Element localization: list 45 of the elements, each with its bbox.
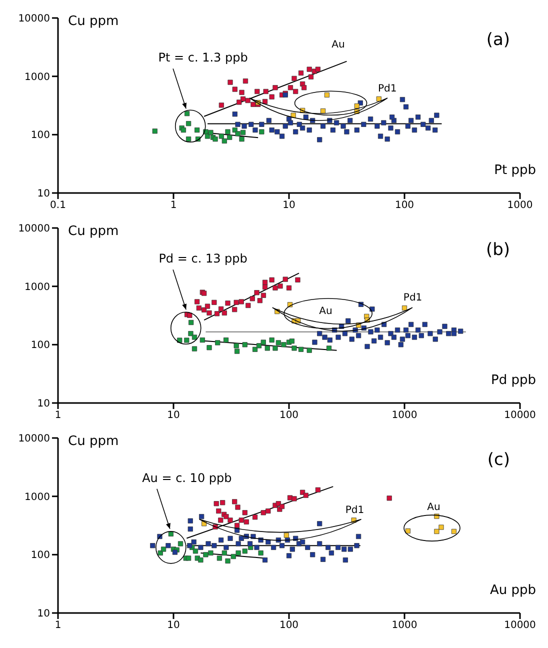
y-tick-label: 100	[30, 130, 50, 142]
y-axis-title: Cu ppm	[68, 224, 119, 239]
y-tick-label: 100	[30, 340, 50, 352]
x-tick-label: 100	[394, 200, 414, 212]
text: (a)	[486, 30, 510, 50]
x-tick-label: 100	[279, 410, 299, 422]
x-tick-label: 10000	[504, 410, 536, 422]
x-tick-label: 100	[279, 620, 299, 632]
annotation: Pd1	[378, 84, 397, 95]
y-tick-label: 1000	[24, 492, 50, 503]
y-axis-title: Cu ppm	[68, 14, 119, 29]
annotation: Pd1	[403, 292, 422, 304]
x-tick-label: 1000	[392, 620, 418, 632]
annotation: Pd = c. 13 ppb	[158, 252, 248, 266]
y-tick-label: 1000	[24, 72, 50, 83]
text: (c)	[487, 450, 510, 470]
x-tick-label: 0.1	[50, 200, 66, 212]
annotation: Au	[319, 306, 332, 317]
annotation: Au	[427, 502, 440, 514]
x-axis-title: Pd ppb	[491, 373, 536, 388]
x-tick-label: 10	[167, 410, 180, 422]
y-axis-title: Cu ppm	[68, 434, 119, 449]
x-tick-label: 1	[54, 410, 62, 422]
x-tick-label: 1	[54, 620, 62, 632]
x-tick-label: 10000	[504, 620, 536, 632]
y-tick-label: 10000	[18, 224, 50, 235]
x-tick-label: 10	[282, 200, 296, 212]
annotation: Au	[332, 40, 345, 51]
x-axis-title: Au ppb	[490, 583, 536, 598]
annotation: Pd1	[345, 505, 364, 516]
annotation: Pt = c. 1.3 ppb	[158, 50, 248, 65]
annotation: Au = c. 10 ppb	[142, 470, 232, 485]
x-tick-label: 1	[170, 200, 177, 212]
y-tick-label: 1000	[24, 282, 50, 293]
y-tick-label: 10	[37, 608, 50, 620]
x-tick-label: 1000	[392, 410, 418, 422]
x-tick-label: 1000	[507, 200, 533, 212]
x-axis-title: Pt ppb	[494, 163, 536, 178]
y-tick-label: 10	[37, 398, 50, 410]
y-tick-label: 10	[37, 188, 50, 200]
x-tick-label: 10	[167, 620, 180, 632]
text: (b)	[486, 240, 510, 260]
y-tick-label: 10000	[18, 14, 50, 25]
y-tick-label: 100	[30, 550, 50, 562]
y-tick-label: 10000	[18, 434, 50, 445]
